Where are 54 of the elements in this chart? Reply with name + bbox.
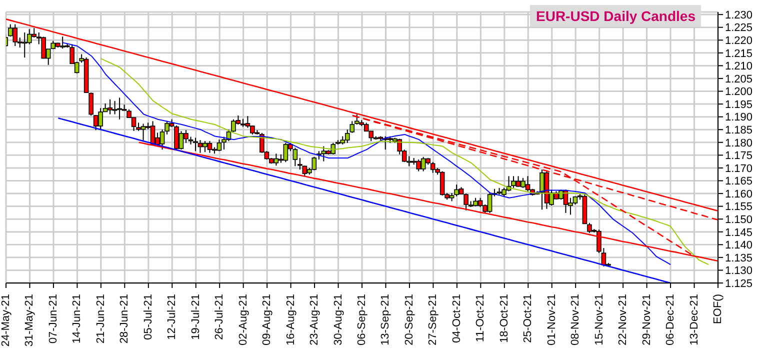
y-tick-label: 1.130 [725, 265, 753, 278]
x-tick-label: 06-Sep-21 [356, 294, 368, 346]
x-tick-label: 01-Nov-21 [546, 294, 558, 346]
x-tick-label: 20-Sep-21 [403, 294, 416, 346]
y-tick-label: 1.220 [725, 35, 753, 48]
x-tick-label: 18-Oct-21 [498, 294, 510, 343]
x-tick-label: 07-Jun-21 [47, 294, 60, 344]
y-tick-label: 1.160 [725, 188, 753, 200]
x-tick-label: 28-Jun-21 [118, 294, 131, 344]
y-tick-label: 1.170 [725, 162, 753, 175]
y-tick-label: 1.155 [725, 201, 753, 214]
y-tick-label: 1.200 [725, 86, 753, 98]
y-tick-label: 1.195 [725, 98, 753, 111]
x-tick-label: 19-Jul-21 [190, 294, 202, 340]
x-tick-label: 08-Nov-21 [570, 294, 582, 346]
x-tick-label: 12-Jul-21 [166, 294, 178, 340]
x-tick-label: 27-Sep-21 [427, 294, 440, 346]
x-tick-label: 29-Nov-21 [640, 294, 653, 346]
x-tick-label: 15-Nov-21 [593, 294, 606, 346]
y-tick-label: 1.140 [725, 240, 753, 252]
y-tick-label: 1.225 [725, 22, 753, 34]
x-tick-label: 21-Jun-21 [94, 294, 107, 344]
x-tick-label: 31-May-21 [24, 294, 36, 347]
y-tick-label: 1.125 [725, 278, 753, 290]
x-tick-label: 24-May-21 [0, 294, 12, 347]
x-tick-label: 14-Jun-21 [71, 294, 84, 344]
x-tick-label: 02-Aug-21 [237, 294, 250, 346]
y-tick-label: 1.205 [725, 73, 753, 86]
x-tick-label: 13-Dec-21 [688, 294, 700, 346]
y-tick-label: 1.190 [725, 112, 753, 124]
x-tick-label: 23-Aug-21 [308, 294, 321, 346]
y-tick-label: 1.135 [725, 252, 753, 264]
y-tick-label: 1.145 [725, 226, 753, 239]
x-tick-label: 09-Aug-21 [261, 294, 274, 346]
x-tick-label: 13-Sep-21 [380, 294, 392, 346]
y-tick-label: 1.165 [725, 176, 753, 188]
x-tick-label: 05-Jul-21 [142, 294, 154, 340]
y-tick-label: 1.185 [725, 124, 753, 137]
x-tick-label: 25-Oct-21 [522, 294, 534, 343]
chart-title: EUR-USD Daily Candles [530, 5, 702, 27]
y-tick-label: 1.180 [725, 137, 753, 150]
y-tick-label: 1.210 [725, 60, 753, 73]
x-tick-label: 16-Aug-21 [284, 294, 297, 346]
y-tick-label: 1.150 [725, 214, 753, 226]
x-tick-label: 06-Dec-21 [664, 294, 677, 346]
y-tick-label: 1.230 [725, 9, 753, 22]
x-tick-label: 11-Oct-21 [474, 294, 487, 342]
y-tick-label: 1.215 [725, 48, 753, 60]
x-tick-label: 22-Nov-21 [617, 294, 630, 346]
x-tick-label: 30-Aug-21 [332, 294, 344, 346]
x-tick-label: 04-Oct-21 [450, 294, 463, 343]
x-tick-label: 26-Jul-21 [214, 294, 226, 340]
x-tick-label: EOF() [712, 294, 724, 324]
y-tick-label: 1.175 [725, 150, 753, 162]
